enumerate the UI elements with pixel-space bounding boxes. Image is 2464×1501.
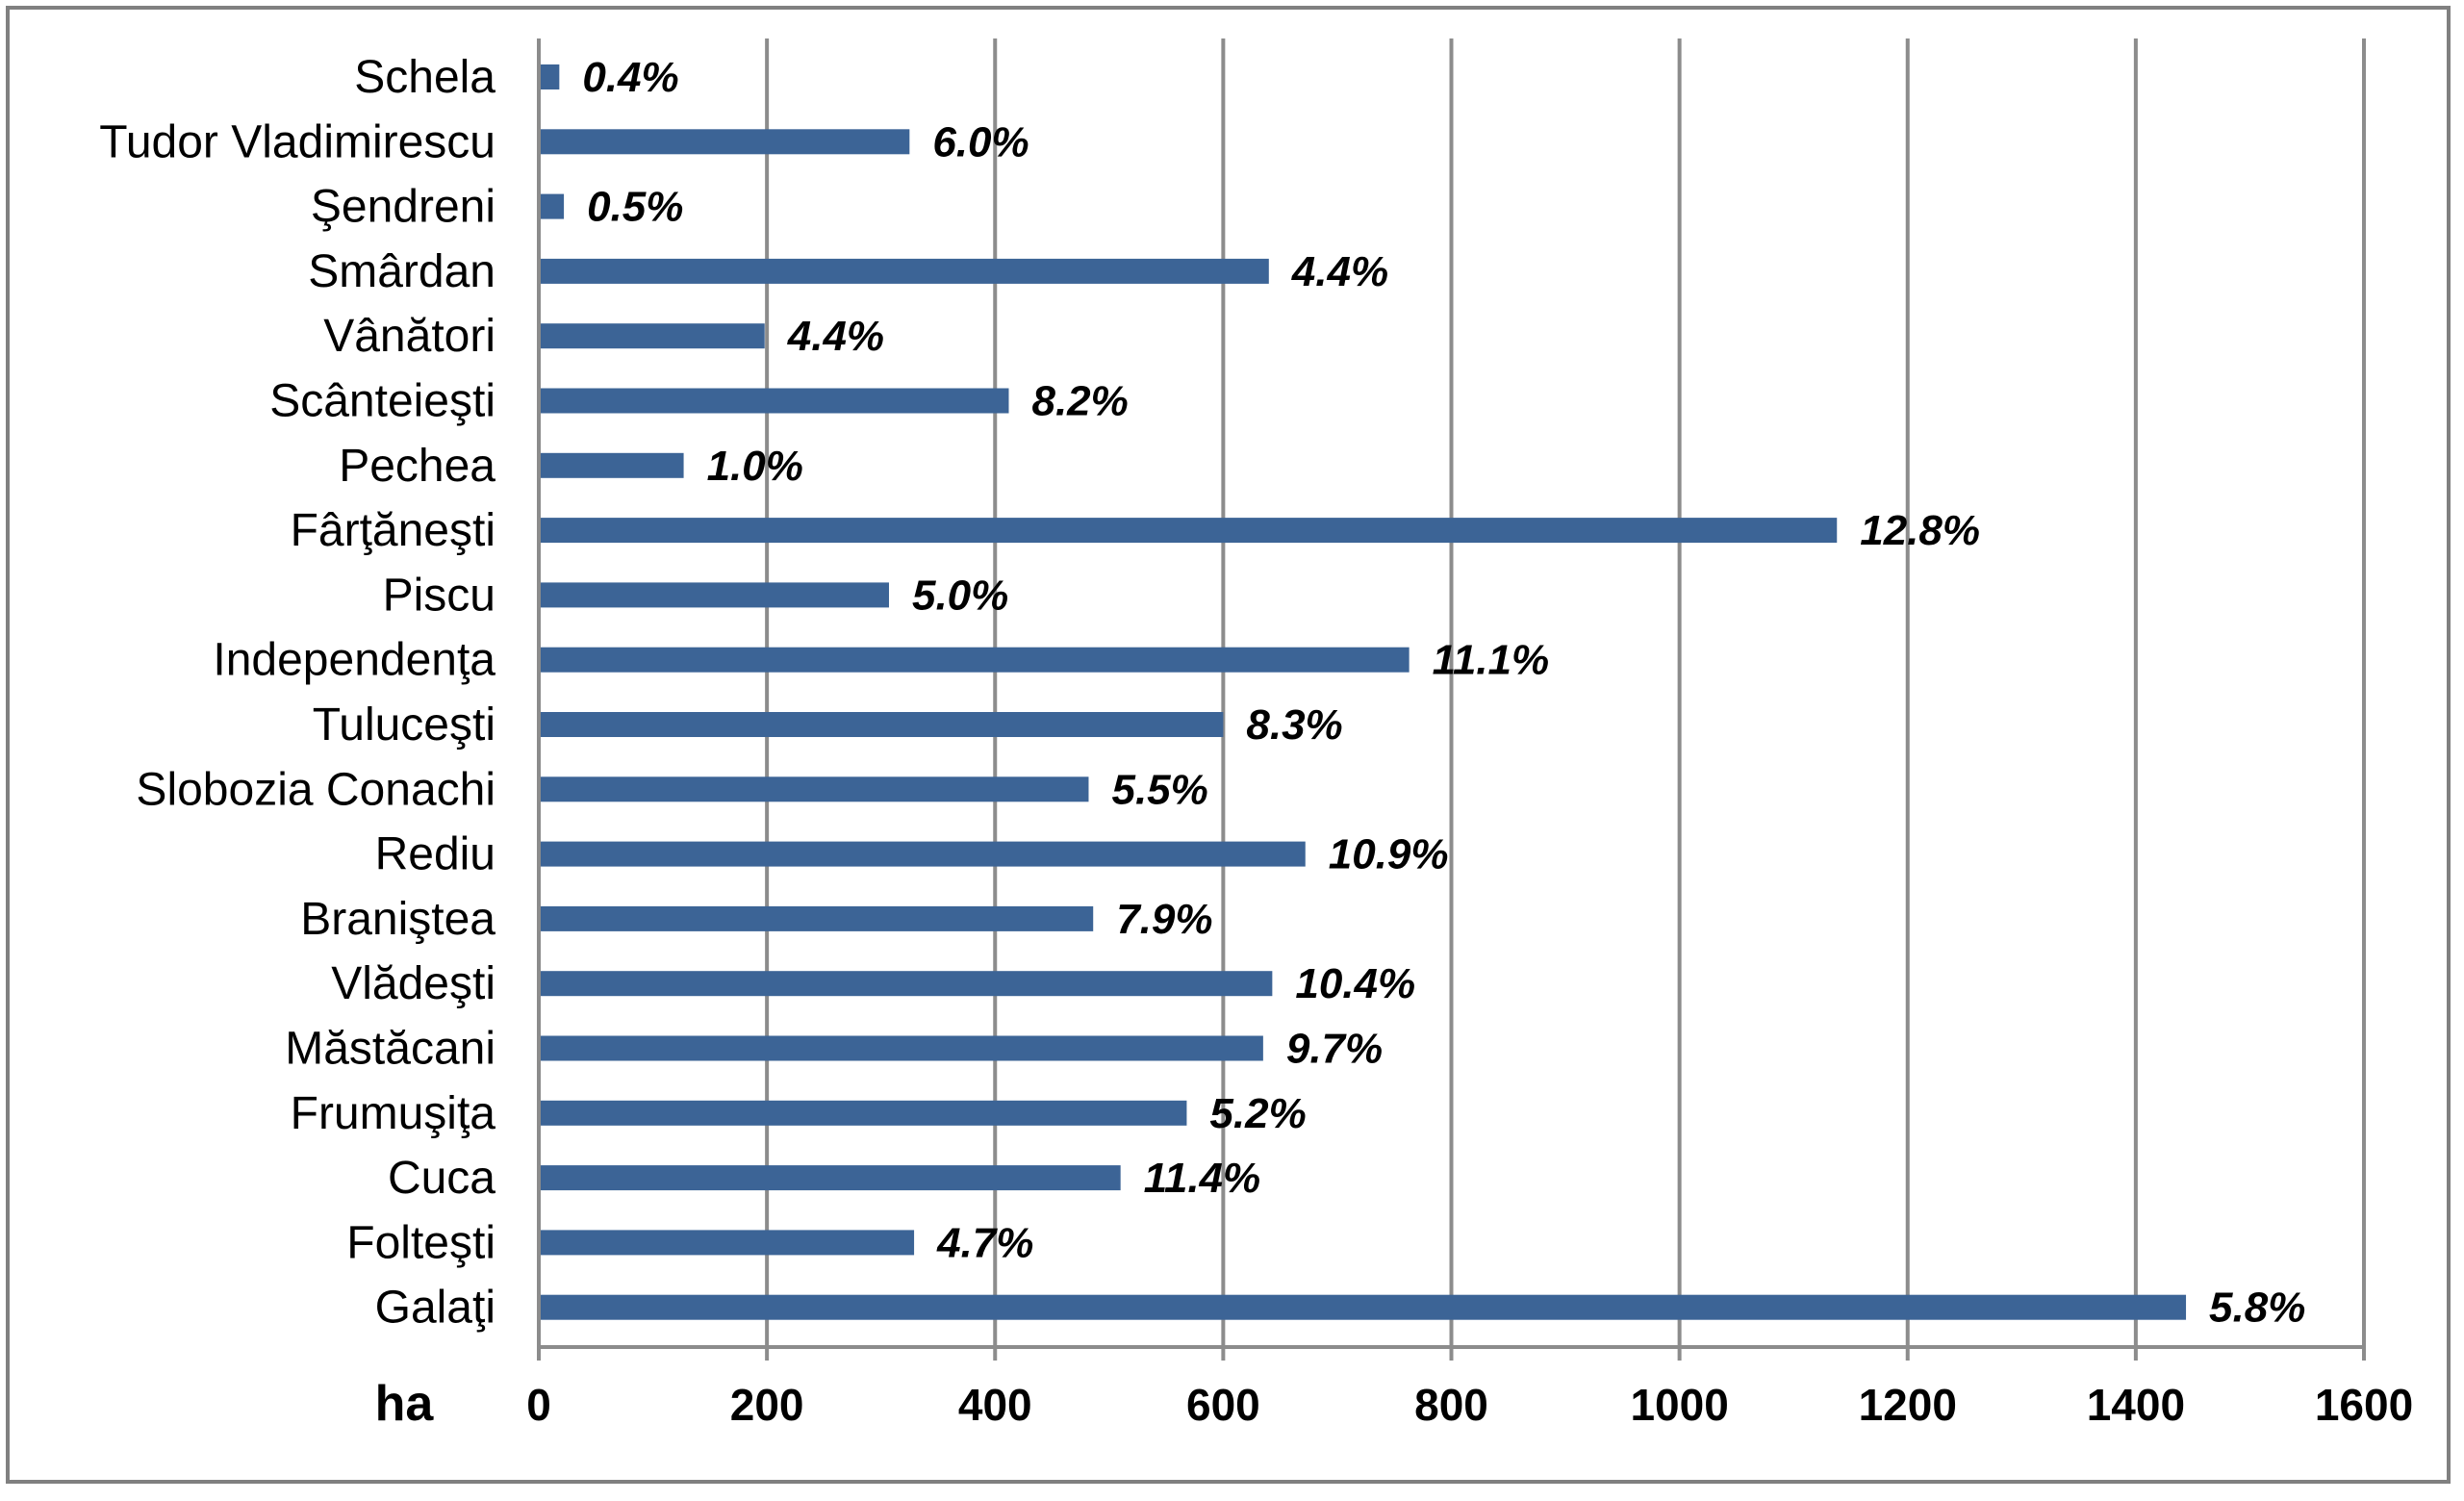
bar <box>539 64 560 89</box>
category-label: Vânători <box>323 311 495 362</box>
bar <box>539 647 1410 673</box>
data-label: 1.0% <box>707 443 803 490</box>
bars <box>539 64 2187 1320</box>
category-label: Şendreni <box>311 182 495 233</box>
category-label: Cuca <box>388 1153 495 1204</box>
category-label: Piscu <box>383 570 495 621</box>
x-axis-unit-label: ha <box>375 1376 435 1432</box>
category-label: Tudor Vladimirescu <box>99 116 495 167</box>
x-tick-label: 1200 <box>1859 1380 1957 1430</box>
bar <box>539 1230 915 1256</box>
bar <box>539 776 1089 802</box>
x-tick-label: 0 <box>526 1380 551 1430</box>
bar <box>539 518 1838 544</box>
data-label: 10.4% <box>1295 960 1415 1007</box>
data-label: 7.9% <box>1116 896 1212 943</box>
x-tick-label: 1400 <box>2087 1380 2185 1430</box>
gridlines <box>765 38 2366 1347</box>
bar <box>539 258 1269 284</box>
bar <box>539 582 889 608</box>
bar <box>539 1165 1121 1191</box>
category-label: Scânteieşti <box>269 376 495 427</box>
category-labels: Schela Tudor Vladimirescu Şendreni Smârdan V… <box>99 52 495 1334</box>
category-label: Schela <box>354 52 495 103</box>
data-label: 11.1% <box>1433 637 1550 684</box>
bar <box>539 323 765 349</box>
data-label: 12.8% <box>1860 507 1980 554</box>
data-label: 4.4% <box>1291 248 1388 295</box>
data-label: 11.4% <box>1144 1155 1261 1202</box>
data-label: 10.9% <box>1329 831 1449 878</box>
bar <box>539 193 565 219</box>
bar <box>539 712 1224 737</box>
bar <box>539 452 684 478</box>
bar <box>539 1035 1263 1061</box>
category-label: Galaţi <box>375 1283 495 1334</box>
bar <box>539 388 1009 414</box>
data-label: 6.0% <box>932 118 1029 165</box>
x-tick-label: 200 <box>730 1380 804 1430</box>
bar <box>539 971 1273 997</box>
category-label: Frumuşiţa <box>291 1088 496 1139</box>
x-tick-label: 600 <box>1186 1380 1260 1430</box>
data-label: 8.3% <box>1246 701 1342 749</box>
bar <box>539 1100 1187 1126</box>
data-label: 5.5% <box>1111 766 1207 813</box>
category-label: Smârdan <box>308 246 495 297</box>
data-label: 5.0% <box>912 572 1008 619</box>
data-label: 4.4% <box>787 313 884 360</box>
data-label: 9.7% <box>1286 1026 1383 1073</box>
x-tick-label: 400 <box>958 1380 1032 1430</box>
category-label: Tuluceşti <box>313 700 495 750</box>
category-label: Măstăcani <box>285 1024 495 1075</box>
category-label: Pechea <box>339 441 495 492</box>
category-label: Braniştea <box>300 894 495 945</box>
chart-frame: Schela Tudor Vladimirescu Şendreni Smârdan V… <box>6 6 2451 1484</box>
category-label: Independenţa <box>213 635 495 686</box>
category-label: Fârţăneşti <box>291 505 495 556</box>
x-tick-label: 1600 <box>2315 1380 2413 1430</box>
axes <box>537 38 2366 1361</box>
data-label: 4.7% <box>936 1219 1033 1266</box>
data-label: 5.8% <box>2209 1285 2305 1332</box>
category-label: Rediu <box>375 829 495 880</box>
bar <box>539 841 1306 867</box>
bar <box>539 905 1094 931</box>
bar-chart: Schela Tudor Vladimirescu Şendreni Smârdan V… <box>99 38 2413 1432</box>
category-label: Folteşti <box>346 1217 495 1268</box>
data-labels: 0.4% 6.0% 0.5% 4.4% 4.4% 8.2% 1.0% 12.8% 5.0% 11.… <box>582 54 2305 1332</box>
data-label: 0.4% <box>582 54 678 101</box>
category-label: Slobozia Conachi <box>136 764 495 815</box>
data-label: 0.5% <box>587 184 683 231</box>
data-label: 8.2% <box>1031 378 1128 425</box>
tick-labels: 0 200 400 600 800 1000 1200 1400 1600 <box>526 1380 2413 1430</box>
data-label: 5.2% <box>1209 1090 1306 1137</box>
bar <box>539 129 910 155</box>
bar <box>539 1294 2187 1320</box>
category-label: Vlădeşti <box>331 958 495 1009</box>
x-tick-label: 1000 <box>1630 1380 1728 1430</box>
x-tick-label: 800 <box>1414 1380 1488 1430</box>
